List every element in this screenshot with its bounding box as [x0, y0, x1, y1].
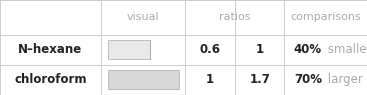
Text: ratios: ratios — [219, 12, 251, 22]
Text: 1.7: 1.7 — [249, 73, 270, 86]
Text: N–hexane: N–hexane — [18, 43, 83, 56]
Bar — [108, 40, 150, 59]
Text: smaller: smaller — [324, 43, 367, 56]
Text: 0.6: 0.6 — [200, 43, 221, 56]
Text: larger: larger — [324, 73, 363, 86]
Text: visual: visual — [127, 12, 159, 22]
Text: 1: 1 — [255, 43, 264, 56]
Bar — [108, 70, 179, 89]
Text: 1: 1 — [206, 73, 214, 86]
Text: comparisons: comparisons — [290, 12, 361, 22]
Text: 40%: 40% — [294, 43, 322, 56]
Text: 70%: 70% — [294, 73, 322, 86]
Text: chloroform: chloroform — [14, 73, 87, 86]
